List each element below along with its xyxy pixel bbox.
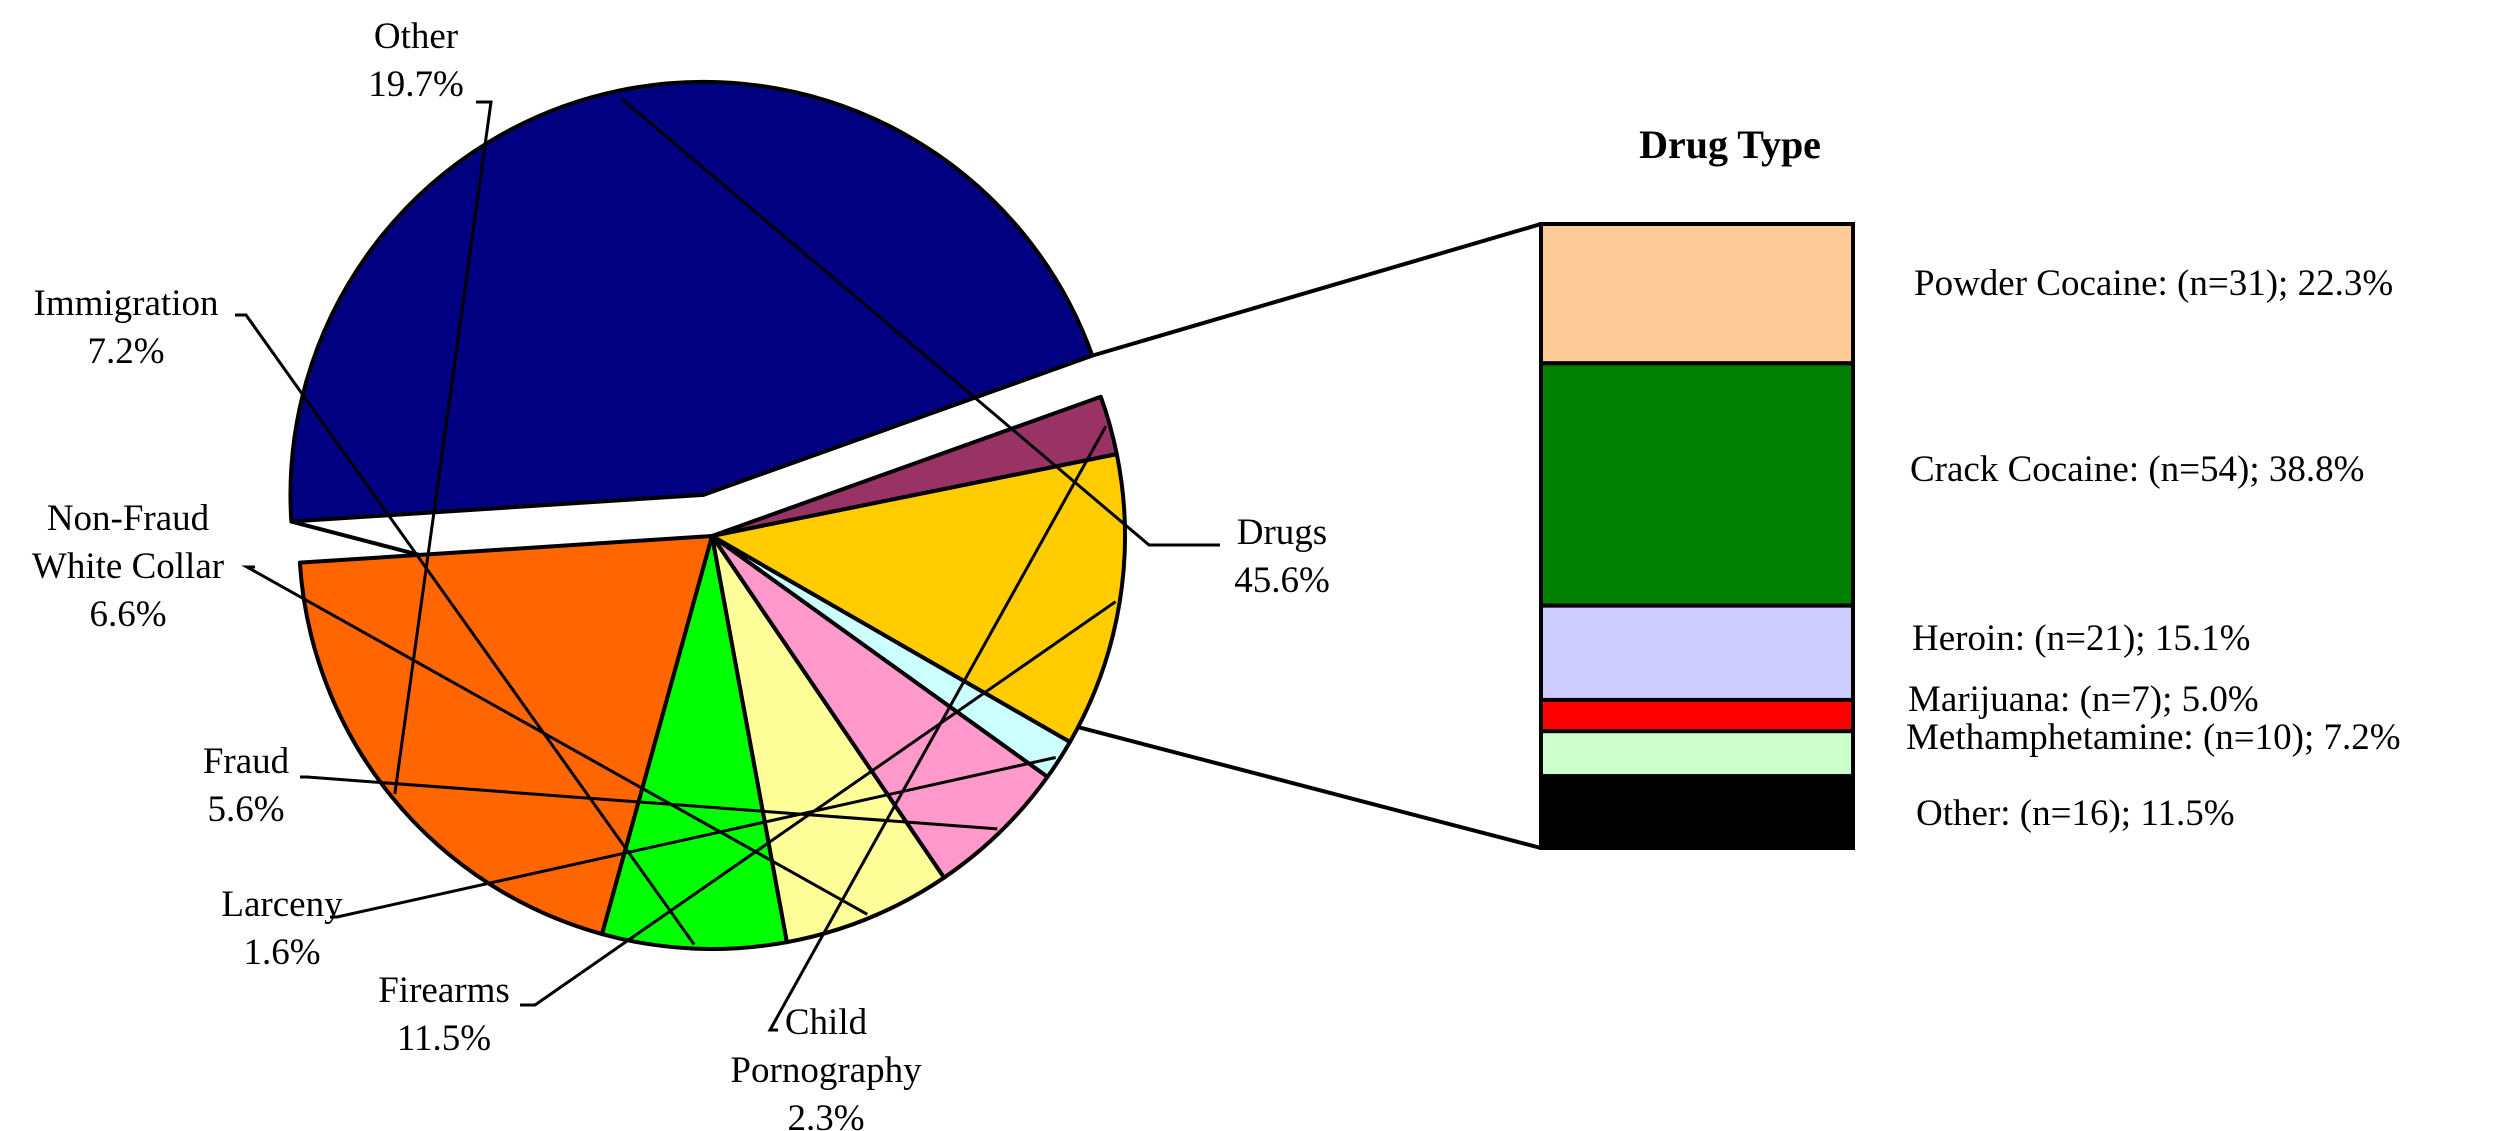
- bar-label-n-other: (n=16);: [2020, 793, 2141, 834]
- pie-name-child-pornography: Pornography: [730, 1050, 922, 1091]
- pie-name-child-pornography: Child: [785, 1002, 868, 1043]
- bar-label-name-crack-cocaine: Crack Cocaine:: [1910, 449, 2148, 490]
- leader-line-immigration: [235, 313, 696, 946]
- bar-label-powder-cocaine: Powder Cocaine: (n=31); 22.3%: [1914, 263, 2393, 304]
- bar-label-n-powder-cocaine: (n=31);: [2177, 263, 2298, 304]
- bar-label-crack-cocaine: Crack Cocaine: (n=54); 38.8%: [1910, 449, 2364, 490]
- pie-slice-firearms: [710, 452, 1128, 745]
- pie-value-drugs: 45.6%: [1234, 560, 1330, 601]
- bar-segment-marijuana: [1539, 697, 1855, 734]
- bar-label-name-methamphetamine: Methamphetamine:: [1906, 717, 2203, 758]
- pie-name-other: Other: [374, 16, 458, 57]
- bar-label-n-crack-cocaine: (n=54);: [2148, 449, 2269, 490]
- bar-label-value-powder-cocaine: 22.3%: [2298, 263, 2394, 304]
- pie-value-larceny: 1.6%: [243, 932, 320, 973]
- drug-type-labels: Powder Cocaine: (n=31); 22.3% Crack Cocai…: [1906, 263, 2401, 834]
- pie-label-other: Other 19.7%: [368, 16, 464, 105]
- bar-label-value-heroin: 15.1%: [2155, 618, 2251, 659]
- bar-label-other: Other: (n=16); 11.5%: [1916, 793, 2235, 834]
- bar-segment-crack-cocaine: [1539, 361, 1855, 608]
- pie-label-drugs: Drugs 45.6%: [1234, 512, 1330, 601]
- leader-line-other: [393, 100, 493, 795]
- pie-name-immigration: Immigration: [34, 283, 219, 324]
- bar-title: Drug Type: [1639, 122, 1821, 167]
- drug-type-stacked-bar: [1539, 222, 1855, 850]
- pie-label-fraud: Fraud 5.6%: [203, 741, 290, 830]
- pie-value-child-pornography: 2.3%: [787, 1098, 864, 1131]
- pie-label-immigration: Immigration 7.2%: [34, 283, 219, 372]
- pie-chart: [288, 79, 1128, 951]
- connector-line-top: [1091, 222, 1542, 358]
- pie-name-larceny: Larceny: [221, 884, 343, 925]
- bar-segment-powder-cocaine: [1539, 222, 1855, 366]
- bar-label-heroin: Heroin: (n=21); 15.1%: [1912, 618, 2250, 659]
- pie-label-firearms: Firearms 11.5%: [378, 970, 510, 1059]
- pie-slice-drugs: [288, 79, 1095, 524]
- pie-value-immigration: 7.2%: [87, 331, 164, 372]
- leader-line-drugs: [620, 97, 1220, 547]
- pie-slice-immigration: [599, 534, 789, 951]
- pie-value-other: 19.7%: [368, 64, 464, 105]
- bar-label-n-heroin: (n=21);: [2034, 618, 2155, 659]
- bar-label-n-marijuana: (n=7);: [2080, 679, 2182, 720]
- pie-slice-fraud: [710, 534, 1050, 880]
- leader-line-fraud: [300, 775, 998, 831]
- bar-segment-heroin: [1539, 603, 1855, 702]
- bar-label-value-marijuana: 5.0%: [2182, 679, 2259, 720]
- pie-label-child-pornography: Child Pornography 2.3%: [730, 1002, 922, 1131]
- pie-name-drugs: Drugs: [1237, 512, 1327, 553]
- pie-slice-other: [297, 534, 714, 937]
- bar-label-name-other: Other:: [1916, 793, 2020, 834]
- bar-segment-other: [1539, 774, 1855, 850]
- pie-name-fraud: Fraud: [203, 741, 290, 782]
- leader-line-child-pornography: [767, 425, 1108, 1032]
- pie-label-larceny: Larceny 1.6%: [221, 884, 343, 973]
- pie-labels: Drugs 45.6% Child Pornography 2.3% Firearms 11…: [32, 16, 1330, 1131]
- leader-line-firearms: [520, 600, 1117, 1007]
- bar-label-name-powder-cocaine: Powder Cocaine:: [1914, 263, 2177, 304]
- leader-line-non-fraud-white-collar: [241, 565, 868, 916]
- pie-name-non-fraud-white-collar: White Collar: [32, 546, 224, 587]
- pie-name-firearms: Firearms: [378, 970, 510, 1011]
- bar-label-name-marijuana: Marijuana:: [1908, 679, 2080, 720]
- leader-line-larceny: [330, 756, 1056, 919]
- pie-value-fraud: 5.6%: [207, 789, 284, 830]
- pie-value-non-fraud-white-collar: 6.6%: [89, 594, 166, 635]
- bar-label-n-methamphetamine: (n=10);: [2203, 717, 2324, 758]
- pie-label-non-fraud-white-collar: Non-Fraud White Collar 6.6%: [32, 498, 224, 635]
- bar-label-marijuana: Marijuana: (n=7); 5.0%: [1908, 679, 2259, 720]
- bar-label-name-heroin: Heroin:: [1912, 618, 2034, 659]
- pie-value-firearms: 11.5%: [397, 1018, 491, 1059]
- bar-segment-methamphetamine: [1539, 729, 1855, 779]
- bar-label-methamphetamine: Methamphetamine: (n=10); 7.2%: [1906, 717, 2401, 758]
- bar-label-value-other: 11.5%: [2140, 793, 2234, 834]
- bar-label-value-crack-cocaine: 38.8%: [2269, 449, 2365, 490]
- bar-label-value-methamphetamine: 7.2%: [2324, 717, 2401, 758]
- pie-name-non-fraud-white-collar: Non-Fraud: [47, 498, 210, 539]
